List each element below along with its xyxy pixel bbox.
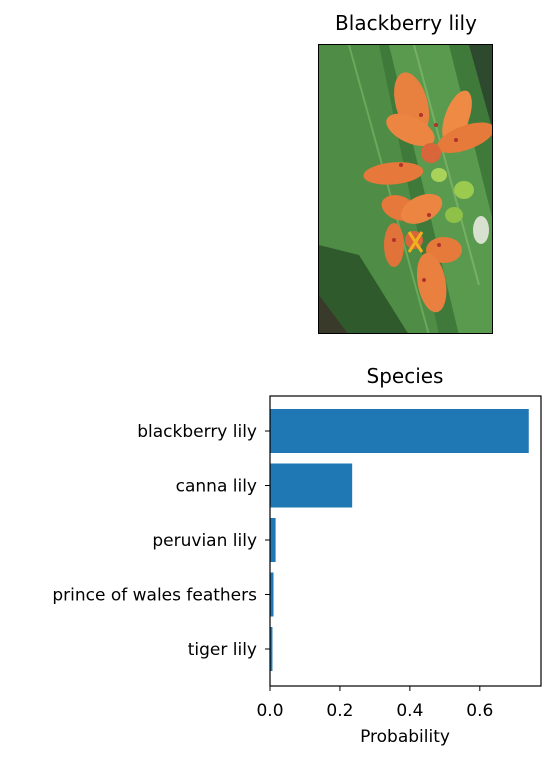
y-tick-label: tiger lily — [188, 640, 257, 660]
x-tick-label: 0.2 — [326, 701, 353, 721]
x-tick-label: 0.0 — [256, 701, 283, 721]
image-title: Blackberry lily — [335, 11, 477, 35]
axes-frame — [269, 395, 542, 687]
y-tick-label: prince of wales feathers — [52, 586, 257, 606]
y-tick-label: canna lily — [176, 477, 257, 497]
flower-photo — [318, 44, 493, 334]
x-tick-label: 0.4 — [396, 701, 423, 721]
chart-title: Species — [367, 364, 444, 388]
x-axis-label: Probability — [360, 727, 450, 747]
bar-prince-of-wales-feathers — [270, 572, 274, 617]
bar-tiger-lily — [270, 627, 273, 671]
y-tick-label: peruvian lily — [152, 531, 257, 551]
bar-peruvian-lily — [270, 518, 276, 562]
y-tick-label: blackberry lily — [137, 422, 257, 442]
bar-canna-lily — [270, 463, 353, 508]
x-tick-label: 0.6 — [466, 701, 493, 721]
bar-blackberry-lily — [270, 409, 529, 453]
